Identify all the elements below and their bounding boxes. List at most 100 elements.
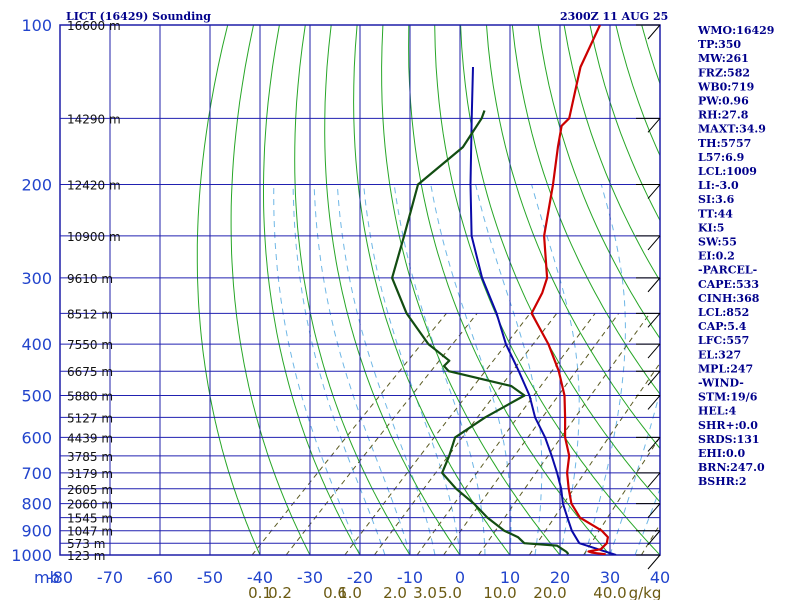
- index-item: SRDS:131: [698, 433, 760, 446]
- height-label: 6675 m: [67, 365, 113, 379]
- mixing-ratio-line: [344, 313, 531, 555]
- chart-title: LICT (16429) Sounding: [66, 10, 211, 23]
- height-label: 2605 m: [67, 483, 113, 497]
- index-item: SW:55: [698, 236, 737, 249]
- index-item: -WIND-: [698, 377, 744, 390]
- mixing-ratio-lines: [251, 313, 660, 555]
- pressure-label: 900: [21, 522, 52, 541]
- mixing-ratio-line: [443, 313, 620, 555]
- height-label: 9610 m: [67, 272, 113, 286]
- height-label: 16600 m: [67, 19, 121, 33]
- height-label: 4439 m: [67, 431, 113, 445]
- parcel-curve: [469, 66, 617, 555]
- moist-adiabat-line: [531, 184, 580, 555]
- mixing-ratio-label: 0.2: [268, 584, 292, 600]
- index-item: LI:-3.0: [698, 179, 739, 192]
- wind-barb: [636, 530, 661, 546]
- wind-barb: [636, 312, 661, 328]
- isotherm-grid: [60, 25, 611, 555]
- index-item: CINH:368: [698, 292, 760, 305]
- height-label: 123 m: [67, 549, 105, 563]
- index-item: STM:19/6: [698, 391, 758, 404]
- moist-adiabat-line: [292, 184, 386, 555]
- temperature-tick-label: -10: [397, 568, 423, 587]
- moist-adiabat-line: [609, 389, 660, 555]
- mixing-ratio-line: [528, 362, 660, 555]
- temperature-tick-label: 10: [500, 568, 520, 587]
- mixing-ratio-line: [416, 313, 596, 555]
- temperature-tick-label: -70: [97, 568, 123, 587]
- height-label: 10900 m: [67, 230, 121, 244]
- wind-barb: [636, 343, 661, 359]
- dry-adiabat-line: [537, 25, 660, 340]
- mixing-ratio-line: [373, 313, 558, 555]
- wind-barb: [636, 370, 661, 386]
- moist-adiabat-line: [313, 184, 411, 555]
- temperature-tick-label: 20: [550, 568, 570, 587]
- wind-barb: [636, 472, 661, 488]
- index-item: TH:5757: [698, 137, 751, 150]
- index-item: LCL:1009: [698, 165, 757, 178]
- index-item: EHI:0.0: [698, 447, 745, 460]
- mixing-ratio-line: [640, 523, 660, 555]
- moist-adiabat-line: [273, 184, 361, 555]
- wind-barb: [636, 24, 661, 40]
- index-item: TT:44: [698, 207, 733, 220]
- mixing-ratio-label: 1.0: [338, 584, 362, 600]
- mixing-ratio-line: [285, 313, 478, 555]
- wind-barb: [636, 554, 661, 570]
- index-item: PW:0.96: [698, 95, 749, 108]
- temperature-tick-label: -50: [197, 568, 223, 587]
- height-label: 1545 m: [67, 512, 113, 526]
- dry-adiabat-line: [771, 25, 800, 555]
- index-item: EI:0.2: [698, 250, 735, 263]
- index-item: BSHR:2: [698, 475, 747, 488]
- mixing-ratio-label: 3.0: [413, 584, 437, 600]
- mixing-ratio-label: 10.0: [483, 584, 516, 600]
- temperature-tick-label: -30: [297, 568, 323, 587]
- height-label: 8512 m: [67, 307, 113, 321]
- wind-barb: [636, 184, 661, 199]
- temperature-tick-label: 30: [600, 568, 620, 587]
- dry-adiabat-line: [196, 25, 261, 555]
- pressure-label: 400: [21, 335, 52, 354]
- index-item: HEL:4: [698, 405, 737, 418]
- mixing-ratio-label: 0.1: [248, 584, 272, 600]
- dry-adiabat-line: [230, 25, 311, 555]
- pressure-label: 300: [21, 269, 52, 288]
- index-item: L57:6.9: [698, 151, 744, 164]
- height-label: 573 m: [67, 537, 105, 551]
- index-item: CAP:5.4: [698, 320, 747, 333]
- index-item: WMO:16429: [697, 24, 774, 37]
- index-item: SHR+:0.0: [698, 419, 758, 432]
- mixing-ratio-label: 5.0: [438, 584, 462, 600]
- pressure-label: 1000: [11, 546, 52, 565]
- wind-barb: [636, 277, 661, 293]
- index-item: WB0:719: [697, 80, 754, 93]
- height-label: 7550 m: [67, 338, 113, 352]
- pressure-label: 600: [21, 428, 52, 447]
- pressure-label: 500: [21, 386, 52, 405]
- index-item: EL:327: [698, 348, 741, 361]
- index-item: LCL:852: [698, 306, 749, 319]
- temperature-curve: [530, 25, 610, 555]
- dry-adiabat-line: [381, 25, 561, 555]
- mixing-ratio-label: 2.0: [383, 584, 407, 600]
- index-item: TP:350: [698, 38, 741, 51]
- mixing-ratio-label: g/kg: [629, 584, 662, 600]
- index-item: SI:3.6: [698, 193, 735, 206]
- height-label: 5127 m: [67, 411, 113, 425]
- wind-barb: [636, 235, 661, 251]
- pressure-label: 800: [21, 495, 52, 514]
- index-item: MW:261: [698, 52, 749, 65]
- temperature-tick-label: -60: [147, 568, 173, 587]
- index-item: MPL:247: [698, 362, 753, 375]
- index-item: RH:27.8: [698, 109, 749, 122]
- dry-adiabat-line: [408, 25, 611, 555]
- temperature-tick-label: -20: [347, 568, 373, 587]
- pressure-label: 100: [21, 16, 52, 35]
- wind-barb: [636, 436, 661, 452]
- plot-frame: [59, 24, 661, 556]
- chart-time: 2300Z 11 AUG 25: [560, 10, 668, 23]
